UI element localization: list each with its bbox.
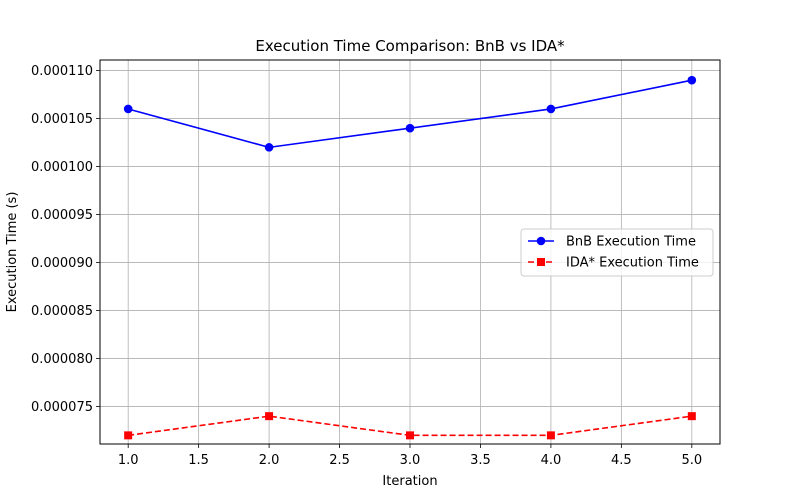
y-tick-label: 0.000085 bbox=[31, 304, 93, 319]
data-point bbox=[123, 104, 133, 114]
x-tick-label: 4.5 bbox=[611, 453, 632, 468]
data-point bbox=[546, 431, 555, 440]
y-tick-label: 0.000110 bbox=[31, 64, 93, 79]
series-layer bbox=[123, 75, 697, 440]
data-point bbox=[687, 412, 696, 421]
x-tick-label: 1.5 bbox=[188, 453, 209, 468]
data-point bbox=[406, 431, 414, 440]
y-axis-label: Execution Time (s) bbox=[5, 192, 20, 313]
y-tick-label: 0.000100 bbox=[31, 160, 93, 175]
grid bbox=[100, 60, 720, 444]
y-tick-label: 0.000105 bbox=[31, 112, 93, 127]
data-point bbox=[124, 431, 133, 440]
y-axis-ticks: 0.000075 0.000080 0.000085 0.000090 0.000095… bbox=[31, 64, 100, 415]
x-tick-label: 2.0 bbox=[259, 453, 280, 468]
x-tick-label: 4.0 bbox=[541, 453, 562, 468]
legend: BnB Execution Time IDA* Execution Time bbox=[520, 228, 714, 277]
legend-marker bbox=[536, 236, 546, 246]
x-tick-label: 5.0 bbox=[681, 453, 702, 468]
y-tick-label: 0.000095 bbox=[31, 208, 93, 223]
chart-title: Execution Time Comparison: BnB vs IDA* bbox=[255, 37, 565, 55]
y-tick-label: 0.000090 bbox=[31, 256, 93, 271]
legend-label: IDA* Execution Time bbox=[566, 256, 699, 271]
data-point bbox=[687, 75, 697, 85]
legend-item: BnB Execution Time bbox=[528, 235, 696, 250]
series-2 bbox=[124, 412, 696, 440]
x-tick-label: 2.5 bbox=[329, 453, 350, 468]
data-point bbox=[264, 143, 274, 152]
legend-label: BnB Execution Time bbox=[566, 235, 696, 250]
y-tick-label: 0.000080 bbox=[31, 352, 93, 367]
x-axis-label: Iteration bbox=[382, 474, 437, 489]
legend-marker bbox=[537, 258, 545, 266]
data-point bbox=[265, 412, 274, 421]
legend-box bbox=[520, 228, 714, 277]
legend-item: IDA* Execution Time bbox=[528, 256, 699, 271]
y-tick-label: 0.000075 bbox=[31, 400, 93, 415]
x-tick-label: 3.5 bbox=[470, 453, 491, 468]
series-1 bbox=[123, 75, 697, 152]
x-tick-label: 3.0 bbox=[400, 453, 421, 468]
data-point bbox=[405, 123, 415, 133]
x-axis-ticks: 1.0 1.5 2.0 2.5 3.0 3.5 4.0 4.5 5.0 bbox=[118, 444, 702, 468]
x-tick-label: 1.0 bbox=[118, 453, 139, 468]
data-point bbox=[546, 104, 556, 114]
